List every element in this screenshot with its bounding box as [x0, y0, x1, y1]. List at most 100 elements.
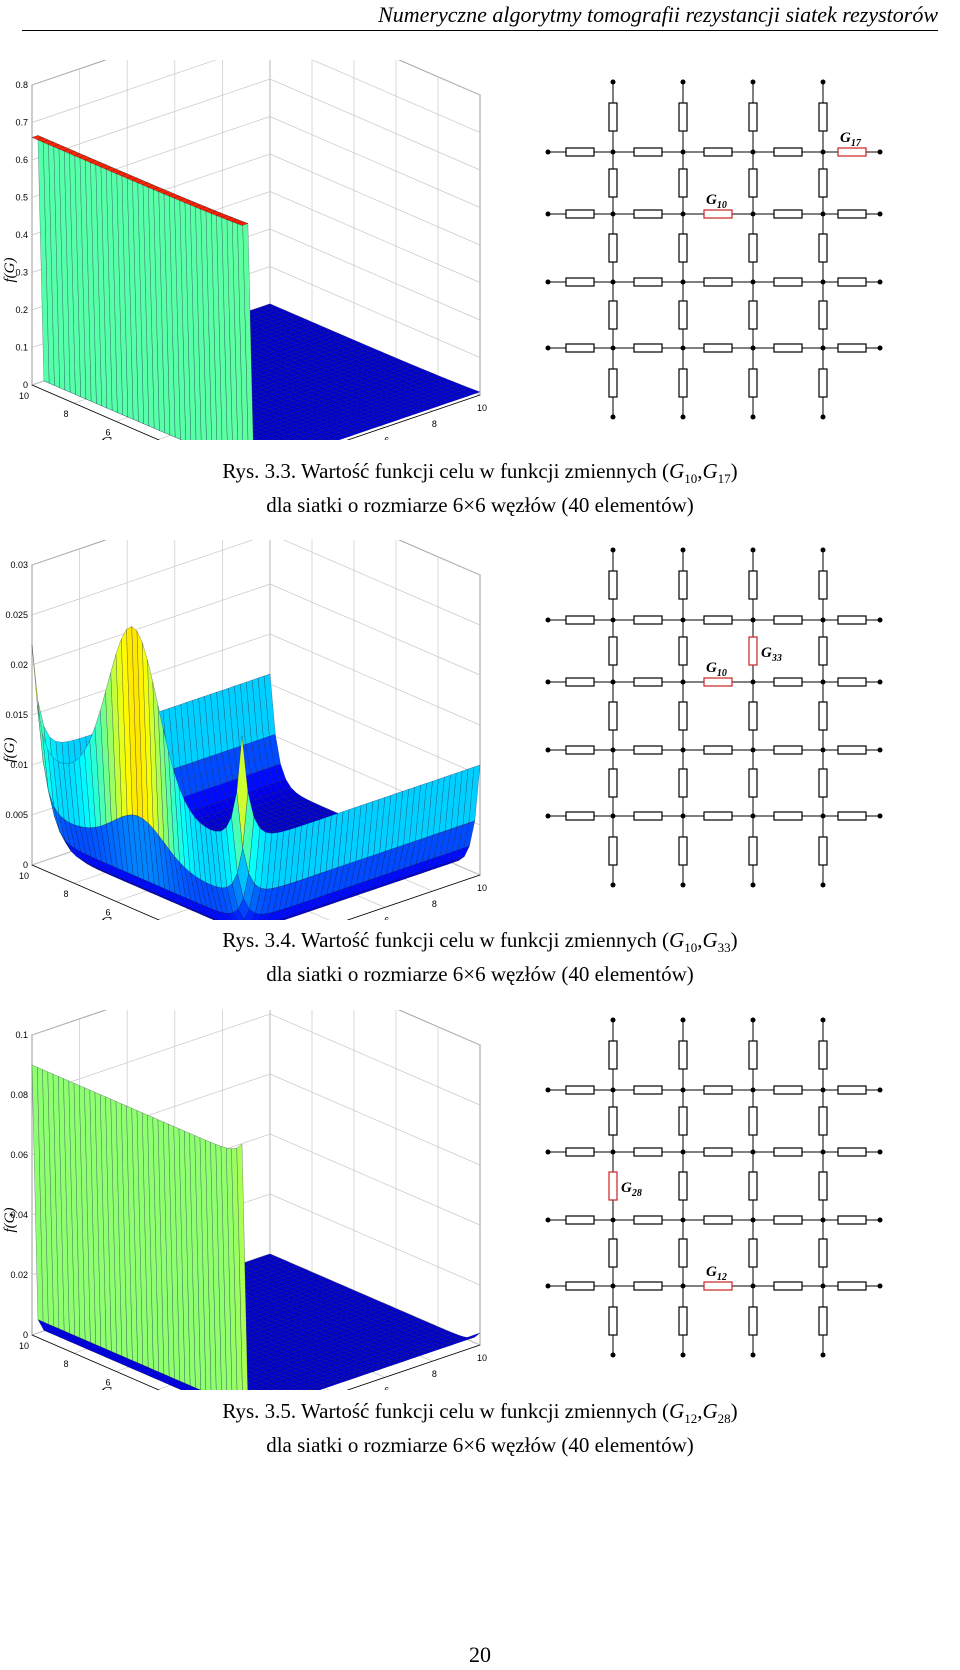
figure-3-4: 00.0050.010.0150.020.0250.03024681002468… [0, 540, 960, 940]
grid-node [820, 279, 826, 285]
resistor-horizontal [565, 745, 595, 755]
resistor-horizontal [837, 615, 867, 625]
running-header: Numeryczne algorytmy tomografii rezystan… [378, 2, 938, 27]
terminal-node [750, 547, 756, 553]
figure-3-5: 00.020.040.060.080.102468100246810f(G)G … [0, 1010, 960, 1410]
grid-node [750, 617, 756, 623]
resistor-horizontal [633, 615, 663, 625]
terminal-node [545, 679, 551, 685]
resistor-horizontal [633, 147, 663, 157]
grid-node [820, 747, 826, 753]
resistor-horizontal [703, 811, 733, 821]
grid-node [750, 679, 756, 685]
resistor-vertical [678, 300, 688, 330]
resistor-horizontal [565, 615, 595, 625]
resistor-horizontal [703, 745, 733, 755]
surface-patch [305, 438, 314, 440]
z-gridline [31, 1010, 481, 1046]
resistor-horizontal [703, 147, 733, 157]
terminal-node [877, 679, 883, 685]
terminal-node [545, 211, 551, 217]
resistor-vertical [748, 570, 758, 600]
grid-node [820, 149, 826, 155]
grid-node [750, 279, 756, 285]
terminal-node [820, 414, 826, 420]
x-tick-label: 10 [477, 403, 487, 413]
resistor-horizontal [565, 677, 595, 687]
terminal-node [750, 414, 756, 420]
y-axis-line [31, 384, 160, 440]
x-tick-label: 6 [384, 915, 389, 920]
resistor-horizontal [565, 811, 595, 821]
grid-node [820, 345, 826, 351]
resistor-vertical [818, 768, 828, 798]
resistor-vertical [608, 701, 618, 731]
grid-node [680, 211, 686, 217]
resistor-horizontal [633, 677, 663, 687]
resistor-horizontal [837, 209, 867, 219]
resistor-vertical [818, 102, 828, 132]
terminal-node [820, 547, 826, 553]
resistor-horizontal [703, 277, 733, 287]
resistor-horizontal [773, 745, 803, 755]
surface-patch [316, 438, 325, 440]
grid-lines [548, 550, 880, 885]
resistor-vertical [818, 300, 828, 330]
terminal-node [877, 617, 883, 623]
x-tick-label: 6 [384, 435, 389, 440]
caption-3-4: Rys. 3.4. Wartość funkcji celu w funkcji… [0, 927, 960, 987]
resistor-horizontal [703, 343, 733, 353]
z-tick-label: 0.8 [15, 80, 28, 90]
z-tick-label: 0.3 [15, 268, 28, 278]
z-axis-title: f(G) [2, 738, 18, 763]
z-tick-label: 0.03 [10, 560, 28, 570]
surface-plot-3-4: 00.0050.010.0150.020.0250.03024681002468… [2, 540, 487, 920]
resistor-vertical [608, 168, 618, 198]
y-tick-label: 10 [19, 391, 29, 401]
resistor-horizontal [565, 147, 595, 157]
grid-node [680, 747, 686, 753]
terminal-node [680, 414, 686, 420]
grid-node [610, 679, 616, 685]
resistor-horizontal [633, 277, 663, 287]
terminal-node [545, 149, 551, 155]
terminal-node [680, 882, 686, 888]
z-gridline [31, 60, 481, 96]
caption-line-2: dla siatki o rozmiarze 6×6 węzłów (40 el… [266, 962, 694, 987]
resistor-label: G10 [706, 192, 727, 211]
x-tick-label: 10 [477, 883, 487, 893]
z-tick-label: 0.1 [15, 343, 28, 353]
y-tick-label: 10 [19, 871, 29, 881]
z-gridline [31, 540, 481, 576]
terminal-node [877, 345, 883, 351]
resistor-vertical [748, 768, 758, 798]
caption-line-2: dla siatki o rozmiarze 6×6 węzłów (40 el… [266, 493, 694, 518]
z-tick-label: 0.5 [15, 193, 28, 203]
resistor-vertical [608, 768, 618, 798]
resistor-horizontal [773, 677, 803, 687]
y-tick-label: 8 [63, 409, 68, 419]
surface [31, 1064, 481, 1390]
resistor-vertical [678, 233, 688, 263]
figure-3-3: 00.10.20.30.40.50.60.70.802468100246810f… [0, 60, 960, 500]
terminal-node [610, 79, 616, 85]
x-tick-label: 8 [432, 419, 437, 429]
z-tick-label: 0.015 [5, 710, 28, 720]
z-axis-title: f(G) [2, 258, 18, 283]
resistor-vertical [818, 701, 828, 731]
grid-node [610, 345, 616, 351]
y-axis-title: G 33 [100, 913, 127, 920]
resistor-horizontal [837, 147, 867, 157]
x-tick-label: 8 [432, 899, 437, 909]
terminal-node [877, 279, 883, 285]
resistor-label: G17 [840, 130, 862, 149]
terminal-node [545, 279, 551, 285]
grid-node [680, 617, 686, 623]
surface-patch [282, 438, 292, 440]
resistor-vertical [818, 233, 828, 263]
resistor-horizontal [703, 209, 733, 219]
grid-node [680, 345, 686, 351]
resistor-vertical [608, 368, 618, 398]
grid-node [750, 149, 756, 155]
